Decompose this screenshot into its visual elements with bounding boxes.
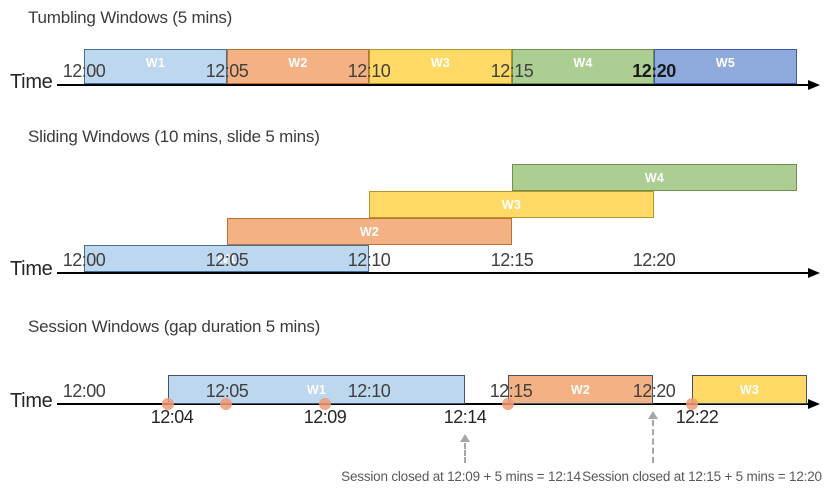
event-dot-1215: [502, 398, 514, 410]
tumbling-tick-1215: 12:15: [490, 61, 534, 81]
annotation-arrow-1-stem: [464, 443, 466, 463]
sliding-tick-1205: 12:05: [205, 250, 249, 270]
tumbling-window-w3: W3: [369, 49, 512, 84]
tumbling-tick-1205: 12:05: [205, 61, 249, 81]
sliding-title: Sliding Windows (10 mins, slide 5 mins): [28, 127, 320, 146]
sliding-window-w3-label: W3: [501, 197, 522, 212]
event-time-1209: 12:09: [303, 407, 347, 427]
sliding-window-w1: W1: [84, 245, 369, 272]
session-window-w3: W3: [692, 375, 807, 404]
session-tick-1215: 12:15: [489, 381, 533, 401]
session-tick-1220: 12:20: [632, 381, 676, 401]
annotation-arrow-1-head-icon: [460, 434, 470, 442]
session-annotation-2: Session closed at 12:15 + 5 mins = 12:20: [582, 469, 822, 484]
sliding-window-w2-label: W2: [359, 224, 380, 239]
tumbling-window-w2: W2: [227, 49, 369, 84]
sliding-tick-1220: 12:20: [632, 250, 676, 270]
tumbling-window-w5: W5: [654, 49, 797, 84]
annotation-arrow-2-head-icon: [648, 411, 658, 419]
sliding-tick-1210: 12:10: [347, 250, 391, 270]
session-tick-1200: 12:00: [62, 381, 106, 401]
sliding-window-w1-label: W1: [216, 251, 237, 266]
tumbling-window-w5-label: W5: [715, 56, 736, 70]
tumbling-window-w3-label: W3: [430, 56, 451, 70]
session-axis-arrowhead-icon: [808, 399, 820, 409]
annotation-arrow-2-stem: [652, 420, 654, 463]
event-dot-1204: [162, 398, 174, 410]
event-dot-1205: [220, 398, 232, 410]
session-time-axis: [57, 403, 810, 405]
tumbling-window-w1: W1: [84, 49, 227, 84]
session-window-w1-label: W1: [306, 382, 327, 397]
tumbling-time-label: Time: [10, 71, 53, 93]
tumbling-window-w1-label: W1: [145, 56, 166, 70]
session-tick-1205: 12:05: [205, 381, 249, 401]
event-time-1214: 12:14: [443, 407, 487, 427]
session-window-w2-label: W2: [570, 382, 591, 397]
sliding-window-w2: W2: [227, 218, 512, 245]
event-time-1204: 12:04: [150, 407, 194, 427]
session-title: Session Windows (gap duration 5 mins): [28, 317, 321, 336]
tumbling-axis-arrowhead-icon: [808, 80, 820, 90]
tumbling-time-axis: [57, 84, 810, 86]
tumbling-tick-1210: 12:10: [347, 61, 391, 81]
tumbling-title: Tumbling Windows (5 mins): [28, 8, 233, 27]
session-time-label: Time: [10, 390, 53, 412]
tumbling-tick-1220: 12:20: [632, 61, 676, 81]
sliding-time-axis: [57, 272, 810, 274]
tumbling-window-w4: W4: [512, 49, 654, 84]
event-dot-1222: [686, 398, 698, 410]
tumbling-window-w4-label: W4: [573, 56, 593, 70]
sliding-tick-1200: 12:00: [62, 250, 106, 270]
sliding-window-w4: W4: [512, 164, 797, 191]
sliding-tick-1215: 12:15: [490, 250, 534, 270]
session-window-w1: W1: [168, 375, 465, 404]
session-window-w3-label: W3: [739, 382, 760, 397]
session-tick-1210: 12:10: [347, 381, 391, 401]
event-dot-1209: [319, 398, 331, 410]
event-time-1222: 12:22: [675, 407, 719, 427]
tumbling-window-w2-label: W2: [288, 56, 308, 70]
sliding-window-w4-label: W4: [644, 170, 665, 185]
tumbling-tick-1200: 12:00: [62, 61, 106, 81]
sliding-time-label: Time: [10, 258, 53, 280]
session-window-w2: W2: [508, 375, 653, 404]
session-annotation-1: Session closed at 12:09 + 5 mins = 12:14: [341, 469, 581, 484]
sliding-window-w3: W3: [369, 191, 654, 218]
sliding-axis-arrowhead-icon: [808, 268, 820, 278]
